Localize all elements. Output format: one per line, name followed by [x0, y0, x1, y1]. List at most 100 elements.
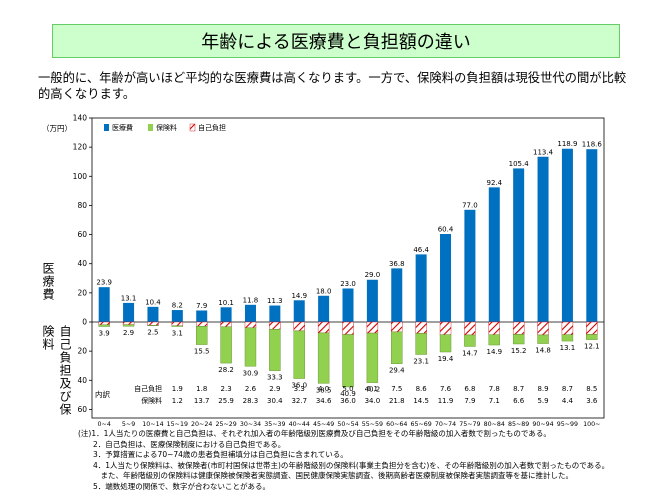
legend-label: 医療費	[112, 123, 133, 132]
x-tick-label: 20~24	[191, 421, 212, 428]
value-label-medical: 60.4	[438, 225, 454, 233]
value-label-total: 19.4	[438, 355, 454, 363]
bar-self-burden	[147, 321, 159, 326]
value-label-medical: 36.8	[389, 260, 405, 268]
breakdown-self-value: 8.5	[586, 385, 597, 393]
breakdown-self-value: 7.8	[489, 385, 500, 393]
bar-premium	[244, 327, 257, 367]
bar-self-burden	[293, 321, 305, 332]
breakdown-premium-value: 14.5	[413, 397, 429, 405]
summary-text: 一般的に、年齢が高いほど平均的な医療費は高くなります。一方で、保険料の負担額は現…	[38, 71, 627, 101]
bar-medical	[171, 310, 183, 322]
bar-premium	[464, 334, 476, 347]
value-label-total: 23.1	[413, 357, 429, 365]
bar-premium	[366, 332, 379, 383]
breakdown-self-value: 1.9	[172, 385, 183, 393]
breakdown-premium-value: 1.2	[172, 397, 183, 405]
x-tick-label: 40~44	[289, 421, 310, 428]
breakdown-self-value: 8.7	[562, 385, 573, 393]
breakdown-self-value: 5.0	[342, 385, 353, 393]
bar-self-burden	[196, 321, 208, 327]
x-tick-label: 100~	[583, 421, 600, 428]
bar-self-burden	[317, 321, 330, 334]
value-label-medical: 23.9	[96, 279, 112, 287]
x-tick-label: 50~54	[337, 421, 358, 428]
value-label-medical: 10.1	[218, 299, 234, 307]
bar-medical	[220, 307, 232, 322]
value-label-total: 12.1	[584, 343, 600, 351]
bar-premium	[512, 334, 525, 345]
legend-label: 保険料	[156, 123, 177, 132]
breakdown-premium-value: 36.0	[340, 397, 356, 405]
bar-self-burden	[269, 321, 281, 330]
x-tick-label: 60~64	[386, 421, 407, 428]
bar-premium	[98, 324, 110, 327]
bar-medical	[440, 233, 452, 322]
value-label-total: 15.5	[194, 348, 210, 356]
bar-medical	[415, 254, 427, 322]
value-label-medical: 118.9	[557, 140, 577, 148]
side-label-burden: 自己負担及び保険料	[41, 325, 72, 416]
unit-label: （万円）	[42, 124, 72, 133]
y-tick-label: 40	[77, 259, 87, 268]
y-tick-label: 80	[77, 201, 87, 210]
breakdown-premium-value: 6.6	[513, 397, 525, 405]
bar-medical	[342, 288, 354, 322]
legend-swatch	[104, 124, 109, 131]
note-line: 2．自己負担は、医療保険制度における自己負担である。	[78, 439, 286, 449]
bar-premium	[293, 330, 305, 379]
breakdown-premium-value: 28.3	[243, 397, 259, 405]
bar-premium	[317, 332, 330, 384]
side-label-medical: 医療費	[41, 262, 55, 301]
bar-premium	[537, 334, 549, 344]
value-label-medical: 113.4	[533, 148, 554, 156]
x-tick-label: 10~14	[142, 421, 163, 428]
value-label-medical: 92.4	[486, 179, 502, 187]
breakdown-premium-value: 34.6	[316, 397, 332, 405]
breakdown-self-value: 3.3	[294, 385, 305, 393]
bar-premium	[196, 326, 208, 345]
breakdown-self-value: 4.0	[318, 385, 329, 393]
legend-label: 自己負担	[198, 123, 226, 132]
value-label-total: 2.5	[147, 329, 158, 337]
breakdown-self-value: 8.6	[416, 385, 428, 393]
breakdown-premium-value: 3.6	[586, 397, 598, 405]
bar-premium	[439, 334, 452, 353]
bar-self-burden	[561, 321, 574, 335]
x-tick-label: 35~39	[264, 421, 285, 428]
bar-self-burden	[171, 321, 184, 326]
x-tick-label: 75~79	[459, 421, 480, 428]
bar-self-burden	[366, 321, 379, 334]
x-tick-label: 80~84	[484, 421, 505, 428]
value-label-medical: 11.8	[243, 296, 259, 304]
legend: 医療費 保険料 自己負担	[104, 123, 226, 132]
bar-medical	[586, 149, 598, 322]
value-label-total: 28.2	[218, 366, 234, 374]
x-tick-label: 85~89	[508, 421, 529, 428]
value-label-total: 14.7	[462, 349, 478, 357]
bar-premium	[269, 329, 281, 371]
breakdown-self-value: 6.1	[367, 385, 378, 393]
breakdown-premium-value: 7.1	[489, 397, 500, 405]
bar-self-burden	[464, 321, 476, 336]
breakdown-self-value: 8.9	[537, 385, 548, 393]
bar-premium	[171, 325, 184, 327]
bar-medical	[488, 187, 500, 322]
value-label-total: 2.9	[123, 329, 134, 337]
bar-medical	[318, 295, 330, 322]
y-tick-label: 120	[73, 143, 88, 152]
bar-premium	[488, 334, 500, 346]
breakdown-premium-value: 34.0	[365, 397, 381, 405]
bar-self-burden	[415, 321, 427, 334]
breakdown-title: 内訳	[95, 389, 110, 399]
bar-premium	[561, 334, 574, 342]
y-tick-label: 0	[82, 318, 87, 327]
breakdown-self-value: 7.5	[391, 385, 402, 393]
bar-self-burden	[439, 321, 452, 335]
x-tick-label: 90~94	[532, 421, 553, 428]
breakdown-self-value: 2.9	[269, 385, 280, 393]
value-label-medical: 77.0	[462, 201, 478, 209]
value-label-total: 15.2	[511, 347, 527, 355]
breakdown-premium-value: 7.9	[464, 397, 475, 405]
